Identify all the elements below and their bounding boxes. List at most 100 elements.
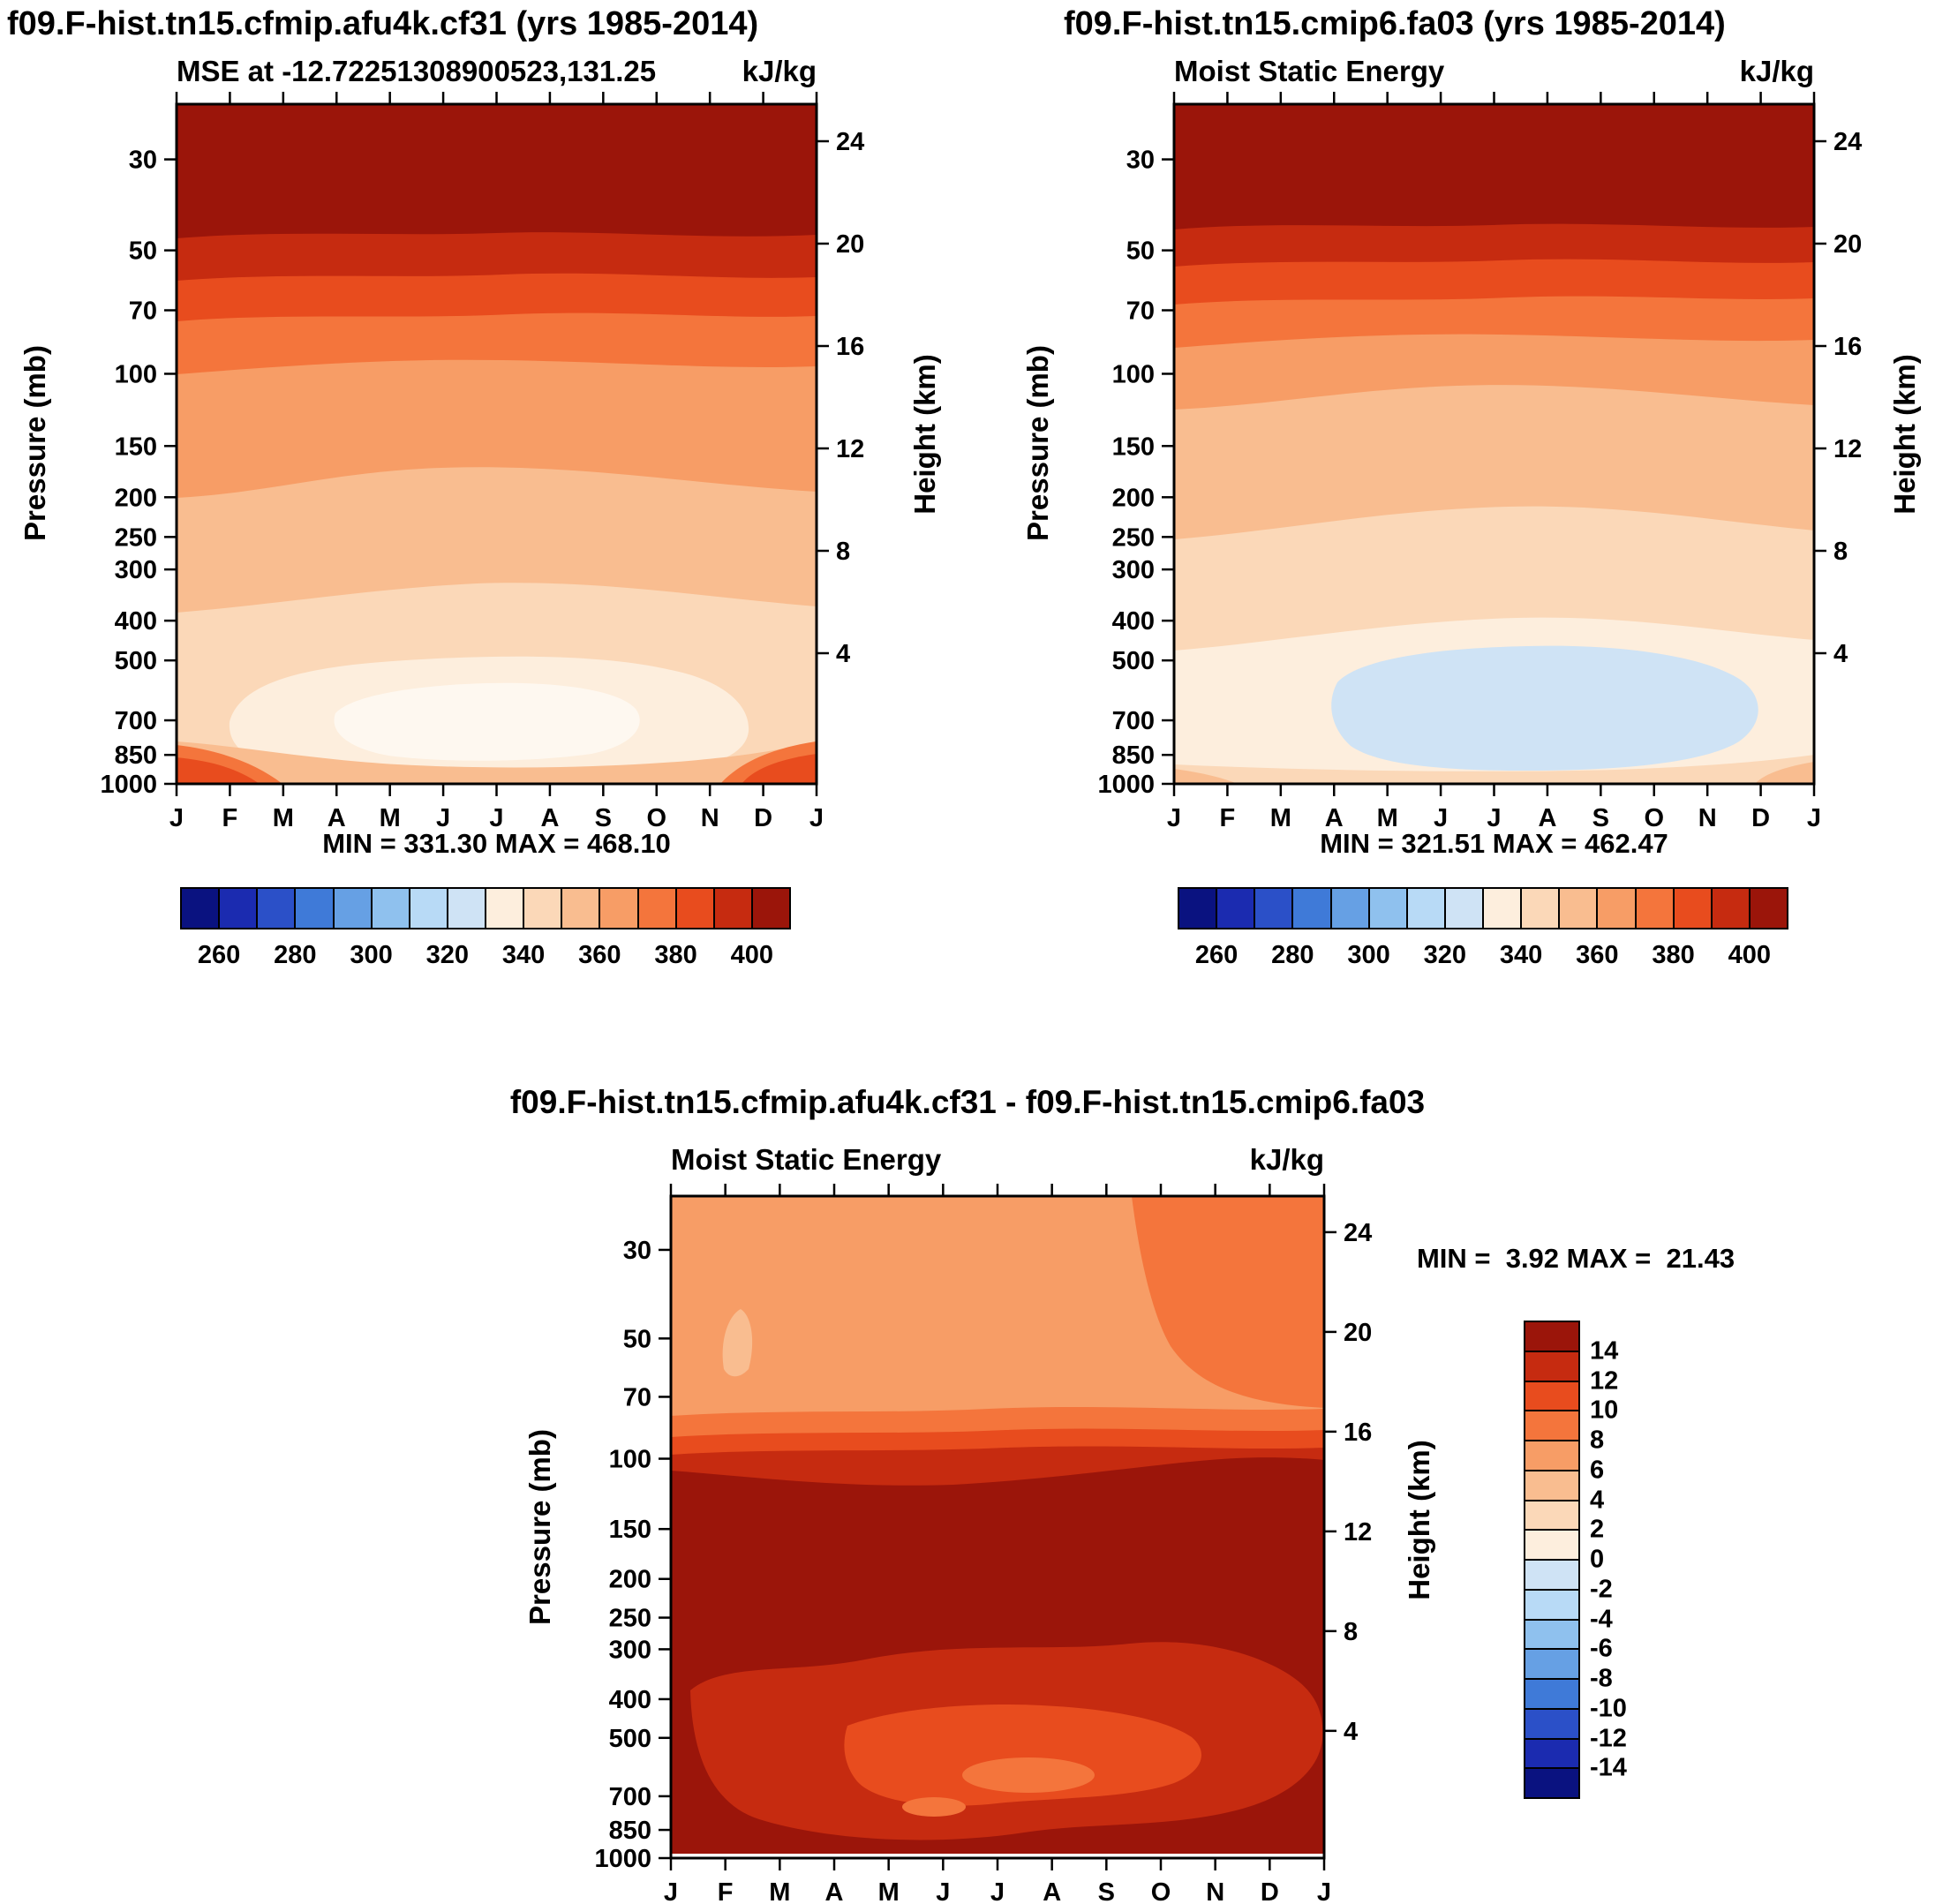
month-label: D [1261, 1878, 1279, 1904]
pressure-tick-label: 400 [115, 607, 157, 636]
pressure-tick-label: 250 [1112, 523, 1155, 552]
panel2-minmax: MIN = 321.51 MAX = 462.47 [1320, 828, 1668, 859]
colorbar-segment [523, 887, 563, 929]
pressure-tick-label: 1000 [1097, 771, 1155, 799]
contour-band [722, 1309, 753, 1377]
colorbar-tick-label: -12 [1590, 1724, 1627, 1752]
panel2-colorbar-labels: 260 280 300 320 340 360 380 400 [1178, 941, 1788, 971]
plot-frame [175, 102, 818, 786]
colorbar-segment [1672, 887, 1713, 929]
pressure-tick-label: 500 [609, 1725, 651, 1753]
month-label: A [540, 804, 559, 830]
month-label: F [1220, 804, 1236, 830]
colorbar-segment [256, 887, 297, 929]
colorbar-tick-label: 400 [730, 941, 774, 969]
height-tick-label: 8 [1344, 1618, 1358, 1646]
colorbar-segment [446, 887, 487, 929]
colorbar-segment [1524, 1707, 1580, 1740]
panel3-units-label: kJ/kg [1249, 1143, 1324, 1176]
height-tick-label: 8 [836, 538, 850, 566]
colorbar-tick-label: -14 [1590, 1753, 1627, 1782]
colorbar-segment [1524, 1588, 1580, 1621]
colorbar-tick-label: 14 [1590, 1336, 1619, 1366]
month-label: J [169, 804, 184, 830]
pressure-tick-label: 200 [115, 484, 157, 512]
pressure-tick-label: 70 [1126, 297, 1155, 326]
panel1-subtitle: MSE at -12.72251308900523,131.25 [177, 55, 657, 87]
pressure-tick-label: 250 [609, 1605, 651, 1633]
pressure-tick-label: 400 [609, 1686, 651, 1714]
contour-band [962, 1757, 1095, 1793]
pressure-tick-label: 200 [1112, 484, 1155, 512]
colorbar-segment [332, 887, 373, 929]
colorbar-segment [1405, 887, 1446, 929]
colorbar-segment [1710, 887, 1751, 929]
pressure-tick-label: 100 [115, 360, 157, 388]
colorbar-segment [1748, 887, 1789, 929]
panel1-minmax: MIN = 331.30 MAX = 468.10 [322, 828, 671, 859]
colorbar-segment [1558, 887, 1599, 929]
panel2-pressure-axis-title: Pressure (mb) [1021, 345, 1054, 541]
pressure-tick-label: 50 [1126, 237, 1155, 266]
colorbar-tick-label: 12 [1590, 1366, 1619, 1395]
pressure-tick-label: 70 [129, 297, 157, 326]
colorbar-tick-label: 280 [1271, 941, 1314, 969]
month-label: N [701, 804, 719, 830]
height-tick-label: 24 [1344, 1219, 1372, 1247]
colorbar-segment [1524, 1380, 1580, 1412]
pressure-tick-label: 30 [129, 147, 157, 175]
height-tick-label: 4 [1833, 640, 1848, 668]
pressure-tick-label: 1000 [100, 771, 157, 799]
colorbar-tick-label: 6 [1590, 1456, 1605, 1485]
colorbar-tick-label: 320 [425, 941, 470, 969]
height-tick-label: 4 [836, 640, 850, 668]
panel3-subtitle: Moist Static Energy [671, 1143, 942, 1176]
month-label: M [878, 1878, 900, 1904]
height-tick-label: 20 [1833, 230, 1862, 259]
height-tick-label: 16 [836, 333, 864, 361]
pressure-tick-label: 100 [1112, 360, 1155, 388]
pressure-tick-label: 50 [129, 237, 157, 266]
colorbar-segment [1291, 887, 1332, 929]
colorbar-segment [1524, 1469, 1580, 1501]
height-tick-label: 24 [836, 128, 864, 156]
month-label: M [1270, 804, 1291, 830]
colorbar-segment [1524, 1559, 1580, 1591]
colorbar-segment [1367, 887, 1408, 929]
month-label: N [1206, 1878, 1224, 1904]
pressure-tick-label: 200 [609, 1566, 651, 1594]
colorbar-tick-label: 8 [1590, 1426, 1605, 1455]
panel3-colorbar-labels: 14 12 10 8 6 4 2 0 -2 -4 -6 -8 -10 -12 -14 [1590, 1321, 1669, 1798]
height-tick-label: 12 [836, 435, 864, 463]
plot-frame [669, 1194, 1326, 1860]
contour-band [902, 1797, 966, 1817]
colorbar-segment [1524, 1440, 1580, 1471]
pressure-tick-label: 150 [1112, 433, 1155, 461]
pressure-tick-label: 300 [115, 556, 157, 584]
contour-band [177, 757, 260, 784]
pressure-tick-label: 250 [115, 523, 157, 552]
colorbar-segment [561, 887, 601, 929]
colorbar-tick-label: -8 [1590, 1664, 1613, 1693]
colorbar-segment [1329, 887, 1370, 929]
panel3-minmax: MIN = 3.92 MAX = 21.43 [1416, 1243, 1735, 1274]
height-tick-label: 20 [1344, 1319, 1372, 1347]
colorbar-segment [1524, 1737, 1580, 1770]
colorbar-tick-label: 340 [1499, 941, 1543, 969]
colorbar-tick-label: 300 [350, 941, 393, 969]
panel2-title: f09.F-hist.tn15.cmip6.fa03 (yrs 1985-201… [1064, 5, 1726, 42]
panel2-subtitle: Moist Static Energy [1174, 55, 1445, 87]
pressure-tick-label: 30 [1126, 147, 1155, 175]
contour-band [1174, 769, 1238, 784]
colorbar-segment [370, 887, 410, 929]
colorbar-segment [1254, 887, 1294, 929]
month-label: M [273, 804, 294, 830]
colorbar-tick-label: 340 [501, 941, 546, 969]
colorbar-segment [1524, 1410, 1580, 1441]
colorbar-segment [1481, 887, 1523, 929]
colorbar-tick-label: -4 [1590, 1605, 1613, 1633]
pressure-tick-label: 150 [609, 1516, 651, 1544]
contour-band [742, 754, 817, 784]
